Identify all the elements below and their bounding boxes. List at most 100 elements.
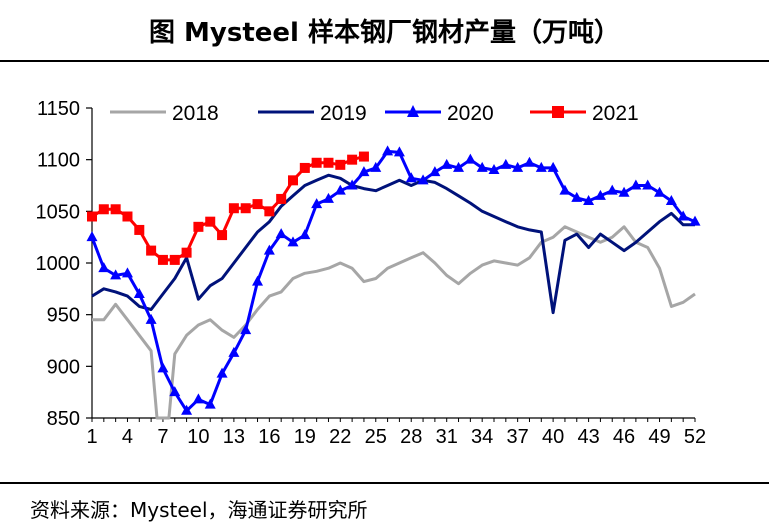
data-point bbox=[382, 145, 394, 156]
data-point bbox=[476, 161, 488, 172]
data-point bbox=[453, 161, 465, 172]
data-point bbox=[417, 174, 429, 185]
series-2021 bbox=[87, 151, 369, 265]
data-point bbox=[654, 186, 666, 197]
chart-title: 图 Mysteel 样本钢厂钢材产量（万吨） bbox=[0, 0, 769, 62]
data-point bbox=[275, 228, 287, 239]
data-point bbox=[370, 161, 382, 172]
x-tick-label: 1 bbox=[86, 426, 97, 448]
series-line-2020 bbox=[90, 149, 696, 413]
y-tick-label: 1150 bbox=[37, 98, 80, 120]
data-point bbox=[146, 245, 157, 256]
data-point bbox=[299, 162, 310, 173]
x-tick-label: 46 bbox=[613, 426, 635, 448]
data-point bbox=[98, 262, 110, 273]
data-point bbox=[216, 367, 228, 378]
data-point bbox=[181, 404, 193, 415]
x-tick-label: 34 bbox=[471, 426, 493, 448]
data-point bbox=[192, 393, 204, 404]
y-tick-label: 1050 bbox=[36, 201, 81, 223]
series-line-2019 bbox=[91, 173, 695, 315]
data-point bbox=[133, 288, 145, 298]
series-2020 bbox=[86, 145, 701, 415]
data-point bbox=[488, 164, 500, 174]
data-point bbox=[169, 254, 180, 265]
data-point bbox=[169, 386, 181, 397]
x-tick-label: 4 bbox=[122, 426, 133, 448]
legend-marker-2021 bbox=[552, 106, 564, 118]
data-point bbox=[606, 184, 618, 195]
steel-output-line-chart: 850 900 950 1000 1050 1100 1150 1 4 7 10 13 16 19 22 25… bbox=[36, 98, 707, 448]
data-point bbox=[630, 179, 642, 190]
data-point bbox=[583, 195, 595, 205]
data-point bbox=[335, 159, 346, 170]
series-line-2018 bbox=[92, 225, 696, 420]
data-point bbox=[358, 151, 369, 162]
data-point bbox=[547, 161, 559, 172]
legend-label-2019: 2019 bbox=[320, 102, 367, 125]
data-point bbox=[535, 161, 547, 172]
data-point bbox=[263, 244, 275, 255]
data-point bbox=[240, 324, 252, 335]
series-line-2021 bbox=[91, 155, 365, 262]
legend-marker-2020 bbox=[407, 105, 419, 117]
chart-legend: 2018 2019 2020 2021 bbox=[110, 102, 639, 125]
data-point bbox=[299, 229, 311, 240]
x-tick-label: 37 bbox=[507, 426, 529, 448]
data-point bbox=[193, 221, 204, 232]
data-point bbox=[441, 158, 453, 169]
x-tick-label: 10 bbox=[187, 426, 209, 448]
data-point bbox=[86, 231, 98, 242]
y-tick-label: 850 bbox=[47, 408, 80, 430]
data-point bbox=[665, 195, 677, 205]
y-tick-label: 950 bbox=[47, 305, 80, 327]
data-point bbox=[145, 313, 157, 324]
x-tick-label: 19 bbox=[294, 426, 316, 448]
data-point bbox=[334, 184, 346, 195]
data-point bbox=[228, 203, 239, 214]
x-tick-label: 40 bbox=[542, 426, 564, 448]
data-point bbox=[240, 203, 251, 214]
chart-series-layer bbox=[86, 145, 701, 420]
y-tick-label: 1000 bbox=[36, 253, 81, 275]
data-point bbox=[287, 236, 299, 247]
data-point bbox=[205, 216, 216, 227]
x-tick-label: 22 bbox=[329, 426, 351, 448]
series-2018 bbox=[92, 225, 696, 420]
legend-label-2018: 2018 bbox=[172, 102, 219, 125]
data-point bbox=[571, 191, 583, 202]
data-point bbox=[228, 346, 240, 357]
data-point bbox=[288, 175, 298, 186]
y-tick-label: 900 bbox=[47, 356, 80, 378]
data-point bbox=[87, 211, 97, 222]
x-tick-label: 31 bbox=[436, 426, 458, 448]
legend-label-2021: 2021 bbox=[592, 102, 639, 125]
data-source-note: 资料来源：Mysteel，海通证券研究所 bbox=[0, 482, 769, 529]
data-point bbox=[523, 156, 535, 167]
y-tick-label: 1100 bbox=[37, 150, 80, 172]
data-point bbox=[500, 158, 512, 169]
x-tick-label: 7 bbox=[157, 426, 168, 448]
data-point bbox=[217, 230, 228, 241]
data-point bbox=[559, 184, 571, 195]
data-point bbox=[110, 204, 121, 215]
data-point bbox=[323, 157, 334, 168]
data-point bbox=[677, 210, 689, 221]
data-point bbox=[252, 275, 264, 286]
data-point bbox=[311, 157, 322, 168]
x-tick-label: 49 bbox=[648, 426, 670, 448]
x-tick-label: 43 bbox=[577, 426, 599, 448]
data-point bbox=[252, 199, 263, 210]
data-point bbox=[405, 172, 417, 183]
data-point bbox=[347, 154, 358, 165]
data-point bbox=[121, 267, 133, 278]
data-point bbox=[181, 247, 192, 258]
data-point bbox=[594, 189, 606, 200]
data-point bbox=[134, 224, 145, 235]
data-point bbox=[618, 186, 630, 197]
data-point bbox=[642, 179, 654, 190]
data-point bbox=[276, 193, 287, 204]
data-point bbox=[393, 146, 405, 157]
data-point bbox=[512, 161, 524, 172]
data-point bbox=[346, 179, 358, 190]
